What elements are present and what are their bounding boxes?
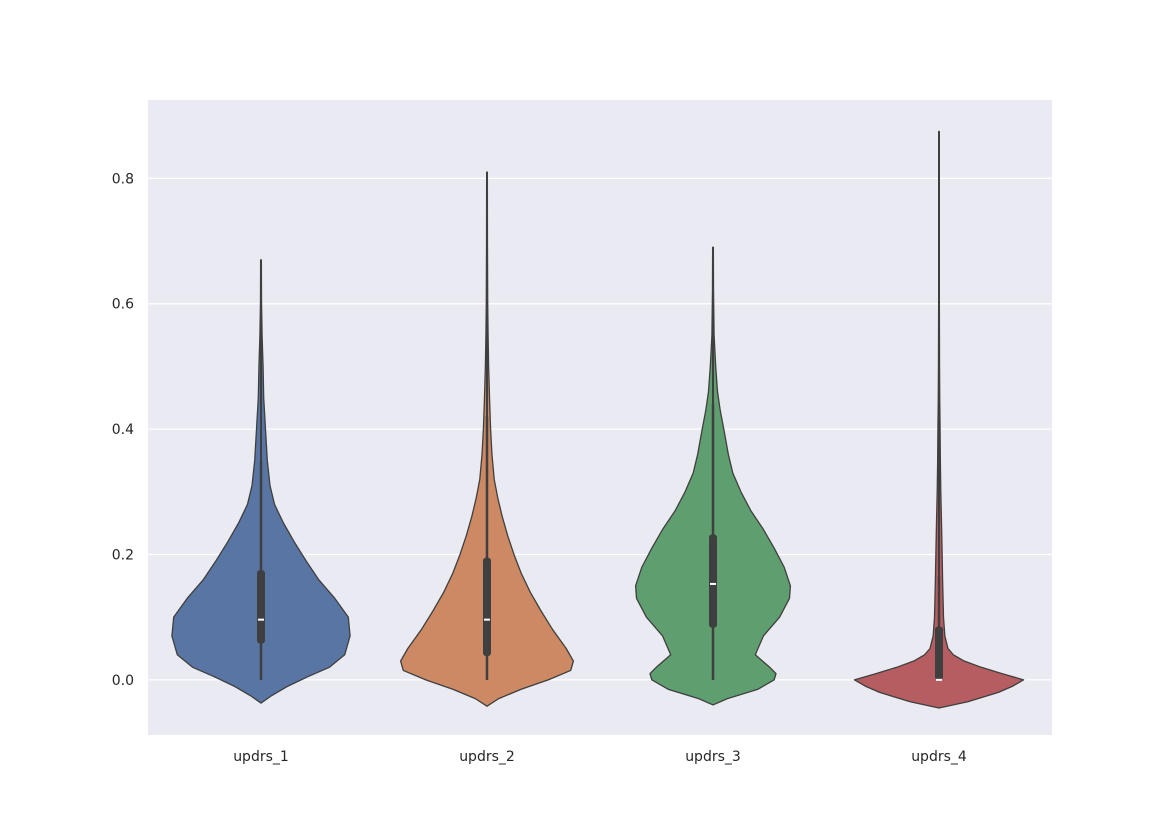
y-tick-label: 0.2 bbox=[112, 547, 134, 563]
iqr-box bbox=[483, 557, 491, 657]
y-tick-label: 0.8 bbox=[112, 171, 134, 187]
x-tick-label: updrs_3 bbox=[685, 749, 741, 765]
violins bbox=[171, 130, 1025, 709]
y-tick-label: 0.4 bbox=[112, 422, 134, 438]
iqr-box bbox=[257, 570, 265, 644]
violin-updrs_1 bbox=[171, 259, 351, 704]
median-marker bbox=[258, 618, 264, 621]
x-tick-label: updrs_1 bbox=[233, 749, 289, 765]
iqr-box bbox=[709, 534, 717, 628]
y-tick-label: 0.0 bbox=[112, 673, 134, 689]
x-tick-label: updrs_2 bbox=[459, 749, 515, 765]
median-marker bbox=[710, 582, 716, 585]
violin-updrs_3 bbox=[634, 246, 792, 706]
x-tick-label: updrs_4 bbox=[911, 749, 967, 765]
iqr-box bbox=[935, 626, 943, 680]
y-tick-label: 0.6 bbox=[112, 297, 134, 313]
median-marker bbox=[936, 678, 942, 681]
violin-updrs_4 bbox=[853, 130, 1025, 709]
y-axis-tick-labels: 0.0 0.2 0.4 0.6 0.8 bbox=[112, 171, 134, 688]
violin-updrs_2 bbox=[399, 171, 575, 707]
x-axis-tick-labels: updrs_1 updrs_2 updrs_3 updrs_4 bbox=[233, 749, 967, 765]
median-marker bbox=[484, 618, 490, 621]
